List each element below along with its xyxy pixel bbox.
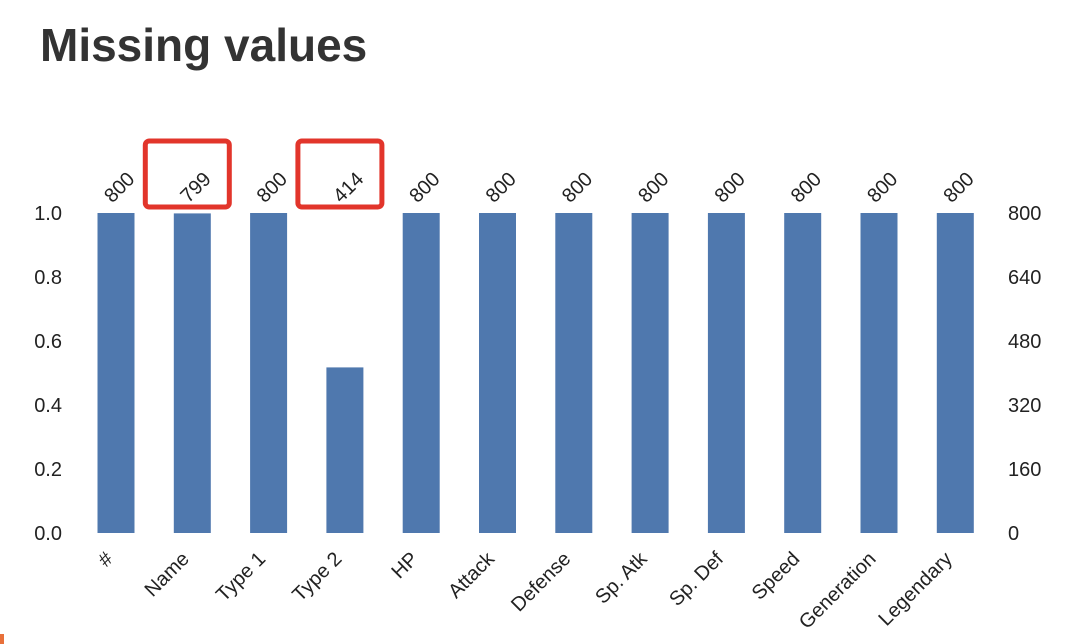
- highlight-box: [142, 138, 232, 210]
- bar: [555, 213, 593, 533]
- category-label: Legendary: [874, 548, 956, 630]
- bar: [173, 213, 211, 533]
- left-tick-label: 0.4: [34, 395, 62, 417]
- bar: [936, 213, 974, 533]
- category-label: Sp. Def: [665, 548, 728, 611]
- category-label: Attack: [444, 547, 500, 603]
- left-y-axis: 0.0 0.2 0.4 0.6 0.8 1.0: [34, 203, 62, 545]
- bars-group: [97, 213, 974, 533]
- right-y-axis: 0 160 320 480 640 800: [1008, 203, 1041, 545]
- left-tick-label: 0.6: [34, 331, 62, 353]
- category-label: Defense: [507, 548, 575, 616]
- bar-count-label: 800: [253, 168, 292, 207]
- right-tick-label: 800: [1008, 203, 1041, 225]
- right-tick-label: 480: [1008, 331, 1041, 353]
- left-tick-label: 1.0: [34, 203, 62, 225]
- count-labels-group: 800 799 800 414 800 800 800 800 800 800 800 800: [100, 168, 978, 207]
- right-tick-label: 640: [1008, 267, 1041, 289]
- bar-count-label: 800: [634, 168, 673, 207]
- bar: [631, 213, 669, 533]
- bar-count-label: 800: [482, 168, 521, 207]
- category-label: HP: [388, 548, 423, 583]
- corner-mark: [0, 634, 4, 644]
- bar: [860, 213, 898, 533]
- bar: [784, 213, 822, 533]
- right-tick-label: 0: [1008, 523, 1019, 545]
- category-label: Generation: [795, 548, 881, 634]
- bar: [326, 367, 364, 533]
- bar-count-label: 800: [863, 168, 902, 207]
- page-title: Missing values: [40, 19, 368, 71]
- right-tick-label: 160: [1008, 459, 1041, 481]
- category-label: #: [94, 547, 118, 571]
- category-label: Name: [141, 548, 194, 601]
- right-tick-label: 320: [1008, 395, 1041, 417]
- left-tick-label: 0.0: [34, 523, 62, 545]
- category-label: Speed: [748, 548, 804, 604]
- bar-count-label: 800: [939, 168, 978, 207]
- bar: [97, 213, 135, 533]
- bar: [707, 213, 745, 533]
- highlight-box: [295, 138, 385, 210]
- category-labels-group: # Name Type 1 Type 2 HP Attack Defense Sp. Atk S…: [94, 547, 957, 633]
- bar-count-label: 800: [558, 168, 597, 207]
- category-label: Sp. Atk: [591, 547, 652, 608]
- bar-count-label: 414: [329, 168, 368, 207]
- bar-count-label: 800: [787, 168, 826, 207]
- left-tick-label: 0.2: [34, 459, 62, 481]
- bar-count-label: 800: [100, 168, 139, 207]
- bar: [402, 213, 440, 533]
- bar-count-label: 800: [711, 168, 750, 207]
- highlight-boxes-group: [142, 138, 385, 210]
- bar-count-label: 799: [176, 168, 215, 207]
- category-label: Type 2: [288, 548, 346, 606]
- left-tick-label: 0.8: [34, 267, 62, 289]
- bar: [479, 213, 516, 533]
- bar: [250, 213, 288, 533]
- bar-count-label: 800: [405, 168, 444, 207]
- category-label: Type 1: [212, 548, 270, 606]
